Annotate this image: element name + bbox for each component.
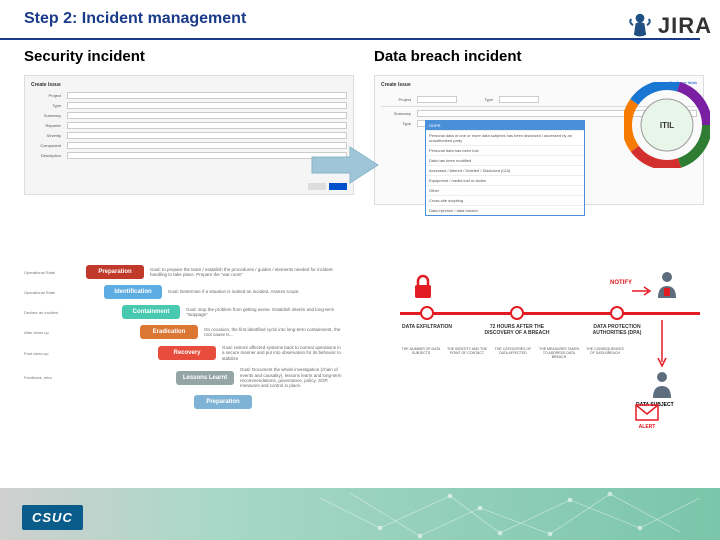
alert-label: ALERT (634, 424, 660, 430)
form-field-input[interactable] (67, 92, 347, 99)
jira-icon (626, 12, 654, 40)
notification-item: THE CONSEQUENCES OF DATA BREACH (584, 348, 626, 360)
jira-text: JIRA (658, 13, 712, 39)
notify-arrow-icon (632, 286, 654, 296)
dropdown-selected: GDPR (426, 121, 584, 130)
timeline-node (610, 306, 624, 320)
phase-side-label: Feedback, retro (24, 375, 74, 380)
phase-side-label: Operational State (24, 290, 74, 295)
itil-lifecycle-diagram: ITIL (624, 82, 710, 168)
form-field-input[interactable] (67, 122, 347, 129)
alert-envelope-icon (634, 402, 660, 422)
notification-item: THE MEASURES TAKEN TO ADDRESS DATA BREAC… (538, 348, 580, 360)
form-field-label: Severity (31, 133, 61, 138)
form-heading: Create Issue (31, 82, 347, 88)
form-field-label: Summary (31, 113, 61, 118)
csuc-logo: CSUC (22, 505, 83, 530)
form-field-input[interactable] (67, 132, 347, 139)
phase-side-label: Operational State (24, 270, 74, 275)
form-field-label: Project (31, 93, 61, 98)
form-field-input[interactable] (67, 112, 347, 119)
notification-item: THE IDENTITY AND THE POINT OF CONTACT (446, 348, 488, 360)
phase-tag: Preparation (86, 265, 144, 279)
timeline-label: 72 HOURS AFTER THE DISCOVERY OF A BREACH (482, 324, 552, 336)
notification-content-boxes: THE NUMBER OF DATA SUBJECTS THE IDENTITY … (400, 348, 626, 360)
phase-goal: Goal: Document the whole investigation (… (240, 367, 344, 389)
dropdown-option[interactable]: Personal data has been lost (426, 145, 584, 155)
notification-item: THE CATEGORIES OF DATA AFFECTED (492, 348, 534, 360)
jira-logo: JIRA (626, 12, 712, 40)
dropdown-option[interactable]: Data injection / data breach (426, 205, 584, 215)
dropdown-option[interactable]: Personal data of one or more data subjec… (426, 130, 584, 145)
breach-timeline-diagram: NOTIFY DATA EXFILTRATION72 HOURS AFTER T… (400, 270, 700, 430)
form-field-input[interactable] (67, 142, 347, 149)
notification-item: THE NUMBER OF DATA SUBJECTS (400, 348, 442, 360)
form-field-input[interactable] (67, 102, 347, 109)
phase-tag: Eradication (140, 325, 198, 339)
jira-create-form-security: Create Issue Project Type Summary Reporter S… (24, 75, 354, 195)
slide-title: Step 2: Incident management (24, 10, 720, 28)
phase-goal: Goal: restore affected systems back to n… (222, 345, 344, 361)
phase-tag: Identification (104, 285, 162, 299)
incident-phases-diagram: Operational State Preparation Goal: to pre… (24, 265, 344, 415)
phase-tag: Containment (122, 305, 180, 319)
transition-arrow (310, 145, 380, 190)
timeline-label: DATA EXFILTRATION (392, 324, 462, 330)
dropdown-option[interactable]: Equipment / media lost or stolen (426, 175, 584, 185)
form-field-label: Description (31, 153, 61, 158)
form-field-label: Type (31, 103, 61, 108)
form-field-input[interactable] (67, 152, 347, 159)
phase-tag: Recovery (158, 346, 216, 360)
dropdown-option[interactable]: Cross-site scripting (426, 195, 584, 205)
dropdown-option[interactable]: Accessed / Altered / Deleted / Disclosed… (426, 165, 584, 175)
phase-goal: Goal: stop the problem from getting wors… (186, 307, 344, 318)
phase-side-label: Post clean-up (24, 351, 74, 356)
slide-footer: CSUC (0, 488, 720, 540)
form-field-label: Component (31, 143, 61, 148)
phase-tag: Preparation (194, 395, 252, 409)
dropdown-option[interactable]: Other (426, 185, 584, 195)
itil-center-label: ITIL (660, 121, 674, 130)
slide-header: Step 2: Incident management (0, 0, 720, 32)
down-arrow-icon (656, 320, 668, 370)
phase-side-label: Declare an incident (24, 310, 74, 315)
lock-icon (412, 274, 434, 302)
timeline-node (420, 306, 434, 320)
data-subject-person-icon (650, 370, 674, 402)
phase-side-label: After clean up (24, 330, 74, 335)
timeline-label: DATA PROTECTION AUTHORITIES (DPA) (582, 324, 652, 336)
left-column: Security incident Create Issue Project Ty… (24, 48, 354, 205)
notify-label: NOTIFY (610, 280, 632, 286)
phase-goal: Goal: Determine if a situation is indeed… (168, 289, 344, 294)
phase-goal: On occasion, the first identified cycle … (204, 327, 344, 338)
form-field-label: Reporter (31, 123, 61, 128)
authority-person-icon (655, 270, 679, 302)
gdpr-dropdown[interactable]: GDPR Personal data of one or more data s… (425, 120, 585, 216)
footer-network-pattern (300, 488, 720, 540)
right-column-title: Data breach incident (374, 48, 704, 65)
timeline-node (510, 306, 524, 320)
alert-area: ALERT (634, 402, 660, 430)
phase-goal: Goal: to prepare the team / establish th… (150, 267, 344, 278)
left-column-title: Security incident (24, 48, 354, 65)
breach-timeline (400, 312, 700, 315)
dropdown-option[interactable]: Data has been modified (426, 155, 584, 165)
phase-tag: Lessons Learnt (176, 371, 234, 385)
